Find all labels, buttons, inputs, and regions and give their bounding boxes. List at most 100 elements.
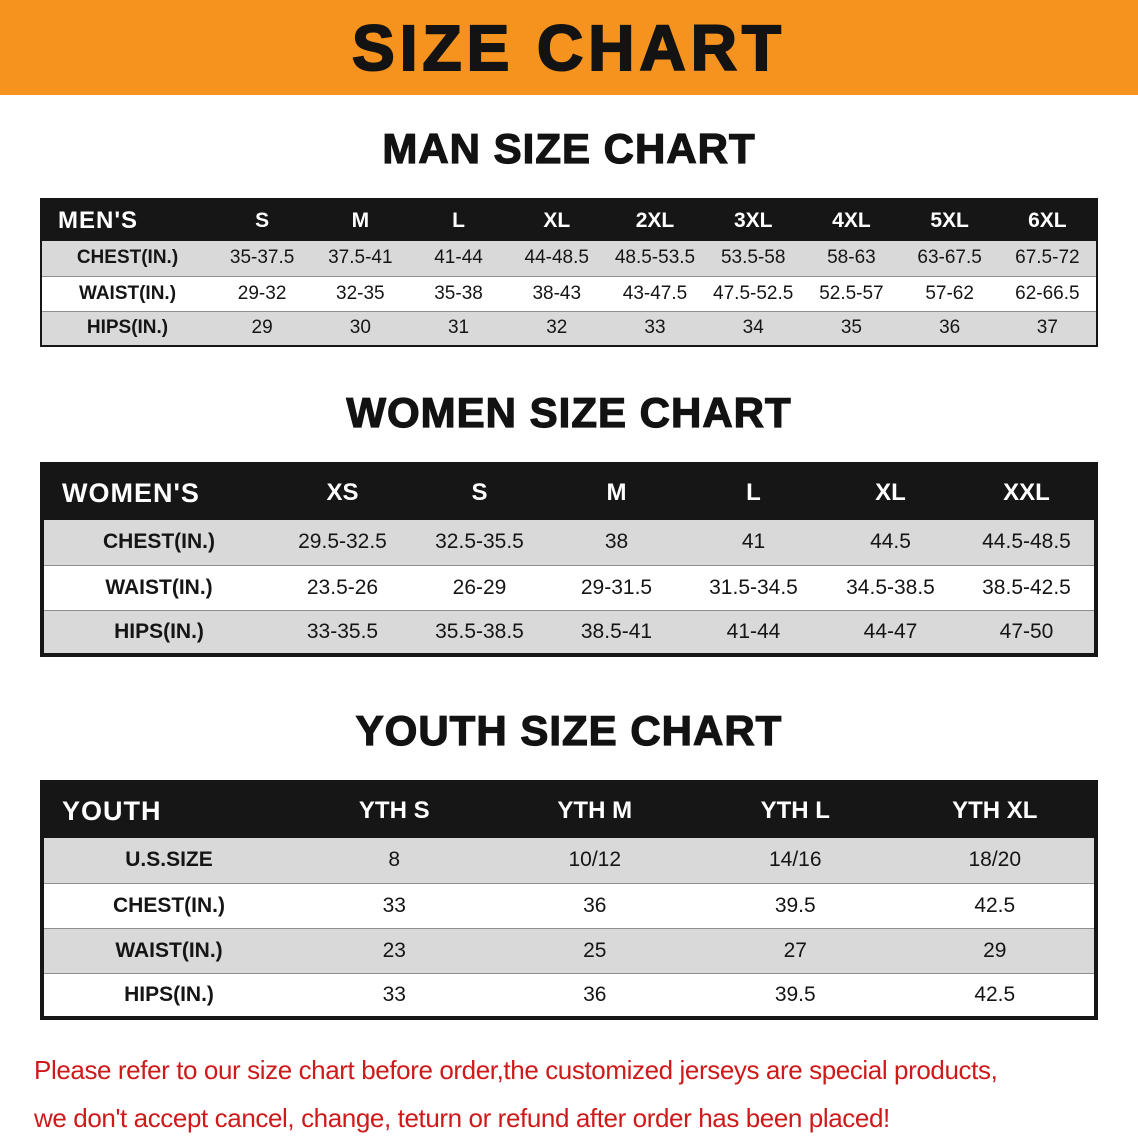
size-value-cell: 31.5-34.5 — [709, 575, 798, 599]
disclaimer-line-1: Please refer to our size chart before or… — [34, 1055, 998, 1085]
size-column-header: YTH XL — [895, 782, 1096, 838]
size-value-cell: 41 — [741, 530, 766, 554]
size-value-cell: 33-35.5 — [306, 619, 379, 643]
measurement-row: CHEST(IN.) 29.5-32.5 32.5-35.5 38 41 44.5 44.5… — [42, 520, 1096, 565]
size-value-cell: 34.5-38.5 — [846, 575, 935, 599]
size-value-cell: 31 — [447, 317, 470, 339]
measurement-label: WAIST(IN.) — [105, 575, 213, 599]
size-column-header: M — [311, 199, 410, 241]
size-column-header: 3XL — [704, 199, 803, 241]
size-column-header: L — [685, 464, 822, 520]
size-value-cell: 27 — [783, 938, 807, 962]
size-value-cell: 37.5-41 — [328, 247, 393, 269]
size-value-cell: 36 — [583, 893, 607, 917]
size-value-cell: 42.5 — [974, 893, 1016, 917]
size-value-cell: 10/12 — [568, 848, 622, 872]
page-title: SIZE CHART — [351, 11, 786, 85]
size-value-cell: 39.5 — [774, 893, 816, 917]
table-header-row: WOMEN'S XS S M L XL XXL — [42, 464, 1096, 520]
size-value-cell: 35 — [840, 317, 862, 339]
size-value-cell: 29 — [251, 317, 273, 339]
size-value-cell: 32 — [546, 317, 568, 339]
measurement-label: HIPS(IN.) — [86, 317, 169, 339]
size-value-cell: 25 — [583, 938, 607, 962]
measurement-label: HIPS(IN.) — [124, 982, 214, 1006]
size-value-cell: 35-37.5 — [229, 247, 295, 269]
measurement-row: HIPS(IN.) 29 30 31 32 33 34 35 36 37 — [41, 311, 1097, 346]
measurement-label: CHEST(IN.) — [76, 247, 179, 269]
size-value-cell: 38.5-42.5 — [982, 575, 1071, 599]
size-value-cell: 33 — [644, 317, 666, 339]
size-value-cell: 29.5-32.5 — [298, 530, 387, 554]
measurement-label: WAIST(IN.) — [115, 938, 223, 962]
table-body: CHEST(IN.) 35-37.5 37.5-41 41-44 44-48.5 48.5… — [41, 241, 1097, 346]
size-value-cell: 41-44 — [726, 619, 781, 643]
size-column-header: 5XL — [900, 199, 999, 241]
measurement-label: HIPS(IN.) — [114, 619, 204, 643]
size-value-cell: 52.5-57 — [819, 282, 884, 304]
size-value-cell: 26-29 — [452, 575, 507, 599]
size-value-cell: 29 — [983, 938, 1007, 962]
size-value-cell: 67.5-72 — [1015, 247, 1080, 269]
size-value-cell: 32-35 — [336, 282, 385, 304]
measurement-label: WAIST(IN.) — [78, 282, 177, 304]
youth-size-section: YOUTH SIZE CHART YOUTH YTH S YTH M YTH L YTH… — [0, 706, 1138, 1020]
size-value-cell: 23.5-26 — [306, 575, 379, 599]
size-value-cell: 62-66.5 — [1015, 282, 1080, 304]
table-group-label: YOUTH — [42, 782, 294, 838]
size-value-cell: 33 — [382, 982, 406, 1006]
size-column-header: S — [411, 464, 548, 520]
measurement-label: CHEST(IN.) — [103, 530, 215, 554]
size-column-header: L — [409, 199, 508, 241]
youth-section-heading: YOUTH SIZE CHART — [355, 706, 783, 754]
size-value-cell: 29-31.5 — [580, 575, 653, 599]
size-column-header: XL — [822, 464, 959, 520]
size-value-cell: 35-38 — [434, 282, 483, 304]
size-value-cell: 35.5-38.5 — [435, 619, 524, 643]
size-value-cell: 33 — [382, 893, 406, 917]
size-column-header: XXL — [959, 464, 1096, 520]
table-head: YOUTH YTH S YTH M YTH L YTH XL — [42, 782, 1096, 838]
size-column-header: YTH M — [494, 782, 695, 838]
table-header-row: MEN'S S M L XL 2XL 3XL 4XL 5XL 6XL — [41, 199, 1097, 241]
size-value-cell: 48.5-53.5 — [614, 247, 696, 269]
men-size-table: MEN'S S M L XL 2XL 3XL 4XL 5XL 6XL CHEST(IN.) 35-37… — [40, 198, 1098, 347]
women-size-table: WOMEN'S XS S M L XL XXL CHEST(IN.) 29.5-32.5 32.5… — [40, 462, 1098, 657]
size-value-cell: 8 — [388, 848, 401, 872]
measurement-row: WAIST(IN.) 23.5-26 26-29 29-31.5 31.5-34.5 34… — [42, 565, 1096, 610]
size-value-cell: 30 — [349, 317, 371, 339]
size-value-cell: 29-32 — [237, 282, 287, 304]
size-value-cell: 42.5 — [974, 982, 1016, 1006]
measurement-label: U.S.SIZE — [125, 848, 213, 872]
size-value-cell: 44-48.5 — [524, 247, 589, 269]
size-value-cell: 34 — [742, 317, 764, 339]
size-value-cell: 14/16 — [768, 848, 822, 872]
measurement-row: U.S.SIZE 8 10/12 14/16 18/20 — [42, 838, 1096, 883]
measurement-row: WAIST(IN.) 23 25 27 29 — [42, 928, 1096, 973]
size-value-cell: 44.5 — [870, 530, 911, 554]
measurement-row: HIPS(IN.) 33-35.5 35.5-38.5 38.5-41 41-44 44-… — [42, 610, 1096, 655]
size-value-cell: 32.5-35.5 — [435, 530, 524, 554]
table-group-label: MEN'S — [41, 199, 213, 241]
size-value-cell: 47.5-52.5 — [713, 282, 794, 304]
size-value-cell: 37 — [1036, 317, 1058, 339]
disclaimer-note: Please refer to our size chart before or… — [34, 1046, 1138, 1142]
women-size-section: WOMEN SIZE CHART WOMEN'S XS S M L XL XXL CHEST(… — [0, 388, 1138, 657]
size-column-header: 4XL — [802, 199, 901, 241]
size-column-header: S — [213, 199, 312, 241]
measurement-row: CHEST(IN.) 35-37.5 37.5-41 41-44 44-48.5 48.5… — [41, 241, 1097, 276]
youth-size-table: YOUTH YTH S YTH M YTH L YTH XL U.S.SIZE 8 10/12… — [40, 780, 1098, 1020]
women-section-heading: WOMEN SIZE CHART — [346, 388, 792, 436]
size-value-cell: 63-67.5 — [917, 247, 982, 269]
size-column-header: XS — [274, 464, 411, 520]
measurement-label: CHEST(IN.) — [113, 893, 225, 917]
size-value-cell: 36 — [583, 982, 607, 1006]
size-value-cell: 58-63 — [827, 247, 876, 269]
men-size-section: MAN SIZE CHART MEN'S S M L XL 2XL 3XL 4XL 5XL 6XL… — [0, 124, 1138, 347]
size-column-header: 2XL — [605, 199, 705, 241]
size-chart-banner: SIZE CHART — [0, 0, 1138, 95]
size-value-cell: 41-44 — [434, 247, 483, 269]
size-value-cell: 43-47.5 — [622, 282, 688, 304]
size-column-header: 6XL — [998, 199, 1097, 241]
